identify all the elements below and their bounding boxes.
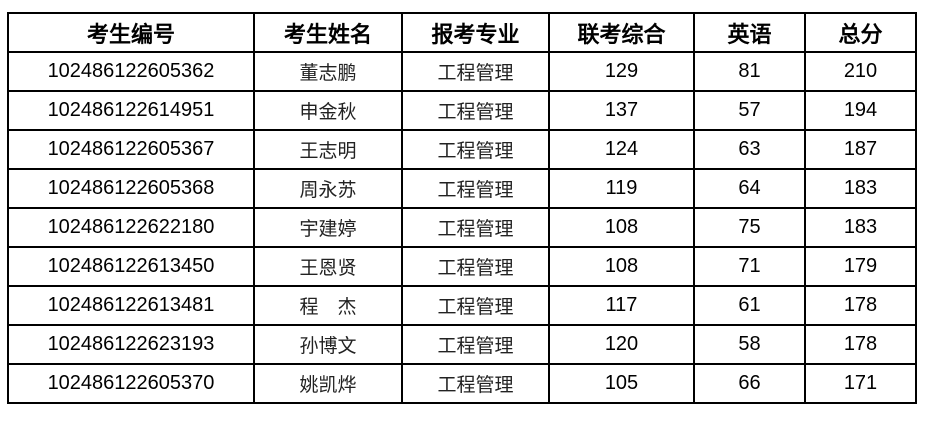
cell-joint-exam: 105 xyxy=(548,363,695,404)
cell-candidate-id: 102486122614951 xyxy=(7,90,255,131)
cell-candidate-id: 102486122605362 xyxy=(7,51,255,92)
cell-candidate-name: 董志鹏 xyxy=(253,51,403,92)
cell-candidate-id: 102486122622180 xyxy=(7,207,255,248)
cell-english: 57 xyxy=(693,90,806,131)
cell-major: 工程管理 xyxy=(401,324,550,365)
cell-candidate-name: 王志明 xyxy=(253,129,403,170)
cell-candidate-name: 姚凯烨 xyxy=(253,363,403,404)
cell-candidate-id: 102486122613481 xyxy=(7,285,255,326)
cell-major: 工程管理 xyxy=(401,129,550,170)
cell-total: 183 xyxy=(804,168,917,209)
table-row: 102486122605362 董志鹏 工程管理 129 81 210 xyxy=(7,51,917,92)
cell-english: 75 xyxy=(693,207,806,248)
cell-major: 工程管理 xyxy=(401,51,550,92)
cell-joint-exam: 108 xyxy=(548,207,695,248)
table-row: 102486122605368 周永苏 工程管理 119 64 183 xyxy=(7,168,917,209)
header-major: 报考专业 xyxy=(401,12,550,53)
cell-candidate-id: 102486122605370 xyxy=(7,363,255,404)
cell-english: 71 xyxy=(693,246,806,287)
table-row: 102486122605367 王志明 工程管理 124 63 187 xyxy=(7,129,917,170)
cell-candidate-id: 102486122623193 xyxy=(7,324,255,365)
header-candidate-name: 考生姓名 xyxy=(253,12,403,53)
cell-joint-exam: 119 xyxy=(548,168,695,209)
cell-english: 66 xyxy=(693,363,806,404)
table-row: 102486122623193 孙博文 工程管理 120 58 178 xyxy=(7,324,917,365)
cell-candidate-name: 程 杰 xyxy=(253,285,403,326)
header-candidate-id: 考生编号 xyxy=(7,12,255,53)
cell-candidate-name: 王恩贤 xyxy=(253,246,403,287)
cell-major: 工程管理 xyxy=(401,168,550,209)
cell-joint-exam: 129 xyxy=(548,51,695,92)
cell-candidate-name: 宇建婷 xyxy=(253,207,403,248)
table-body: 102486122605362 董志鹏 工程管理 129 81 210 1024861226… xyxy=(7,51,917,404)
cell-total: 210 xyxy=(804,51,917,92)
header-english: 英语 xyxy=(693,12,806,53)
cell-total: 171 xyxy=(804,363,917,404)
cell-total: 178 xyxy=(804,285,917,326)
cell-candidate-id: 102486122605367 xyxy=(7,129,255,170)
header-joint-exam: 联考综合 xyxy=(548,12,695,53)
table-row: 102486122614951 申金秋 工程管理 137 57 194 xyxy=(7,90,917,131)
cell-candidate-id: 102486122605368 xyxy=(7,168,255,209)
cell-joint-exam: 124 xyxy=(548,129,695,170)
cell-total: 183 xyxy=(804,207,917,248)
cell-candidate-name: 申金秋 xyxy=(253,90,403,131)
cell-joint-exam: 108 xyxy=(548,246,695,287)
cell-joint-exam: 117 xyxy=(548,285,695,326)
cell-total: 194 xyxy=(804,90,917,131)
cell-english: 81 xyxy=(693,51,806,92)
header-total: 总分 xyxy=(804,12,917,53)
header-row: 考生编号 考生姓名 报考专业 联考综合 英语 总分 xyxy=(7,12,917,53)
table-row: 102486122605370 姚凯烨 工程管理 105 66 171 xyxy=(7,363,917,404)
cell-english: 61 xyxy=(693,285,806,326)
cell-english: 58 xyxy=(693,324,806,365)
cell-english: 63 xyxy=(693,129,806,170)
cell-total: 179 xyxy=(804,246,917,287)
cell-joint-exam: 137 xyxy=(548,90,695,131)
cell-candidate-id: 102486122613450 xyxy=(7,246,255,287)
cell-major: 工程管理 xyxy=(401,363,550,404)
cell-total: 187 xyxy=(804,129,917,170)
table-row: 102486122613450 王恩贤 工程管理 108 71 179 xyxy=(7,246,917,287)
cell-major: 工程管理 xyxy=(401,246,550,287)
cell-joint-exam: 120 xyxy=(548,324,695,365)
cell-candidate-name: 周永苏 xyxy=(253,168,403,209)
table-row: 102486122622180 宇建婷 工程管理 108 75 183 xyxy=(7,207,917,248)
score-table: 考生编号 考生姓名 报考专业 联考综合 英语 总分 102486122605362 董志鹏工… xyxy=(7,12,917,404)
cell-major: 工程管理 xyxy=(401,207,550,248)
table-row: 102486122613481 程 杰工程管理 117 61 178 xyxy=(7,285,917,326)
cell-candidate-name: 孙博文 xyxy=(253,324,403,365)
cell-total: 178 xyxy=(804,324,917,365)
cell-english: 64 xyxy=(693,168,806,209)
cell-major: 工程管理 xyxy=(401,285,550,326)
cell-major: 工程管理 xyxy=(401,90,550,131)
